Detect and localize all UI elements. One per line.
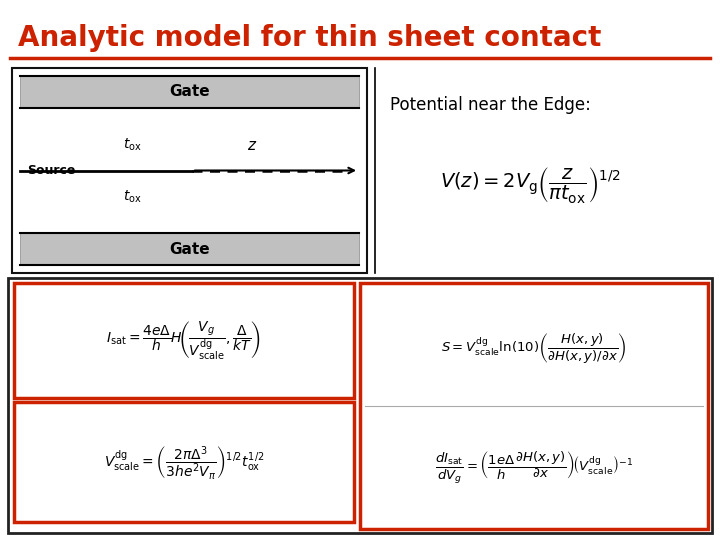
Bar [8, 278, 712, 533]
Bar [360, 283, 708, 529]
Text: Gate: Gate [169, 241, 210, 256]
Bar [14, 283, 354, 398]
Text: Potential near the Edge:: Potential near the Edge: [390, 96, 591, 114]
Text: $\dfrac{dI_{\rm sat}}{dV_g} = \left(\dfrac{1e\Delta}{h}\dfrac{\partial H(x,y)}{\: $\dfrac{dI_{\rm sat}}{dV_g} = \left(\dfr… [435, 449, 634, 485]
Text: $V(z) = 2V_{\rm g} \left(\dfrac{z}{\pi t_{\rm ox}}\right)^{1/2}$: $V(z) = 2V_{\rm g} \left(\dfrac{z}{\pi t… [440, 165, 621, 205]
Text: $z$: $z$ [247, 138, 257, 152]
Text: Gate: Gate [169, 84, 210, 99]
Bar [20, 233, 359, 265]
Text: $I_{\rm sat} = \dfrac{4e\Delta}{h} H\!\left(\dfrac{V_g}{V_{\rm scale}^{\rm dg}},: $I_{\rm sat} = \dfrac{4e\Delta}{h} H\!\l… [107, 320, 261, 362]
Text: $t_\mathrm{ox}$: $t_\mathrm{ox}$ [122, 136, 141, 152]
Bar [14, 402, 354, 522]
Text: $S = V_{\rm scale}^{\rm dg} \ln(10) \left(\dfrac{H(x,y)}{\partial H(x,y)/\partia: $S = V_{\rm scale}^{\rm dg} \ln(10) \lef… [441, 332, 627, 367]
Text: Analytic model for thin sheet contact: Analytic model for thin sheet contact [18, 24, 601, 52]
Text: $V_{\rm scale}^{\rm dg} = \left(\dfrac{2\pi\Delta^3}{3he^2 V_\pi}\right)^{1/2} t: $V_{\rm scale}^{\rm dg} = \left(\dfrac{2… [104, 443, 264, 481]
Bar [12, 68, 367, 273]
Text: $t_\mathrm{ox}$: $t_\mathrm{ox}$ [122, 188, 141, 205]
Bar [20, 76, 359, 108]
Text: Source: Source [27, 164, 76, 177]
